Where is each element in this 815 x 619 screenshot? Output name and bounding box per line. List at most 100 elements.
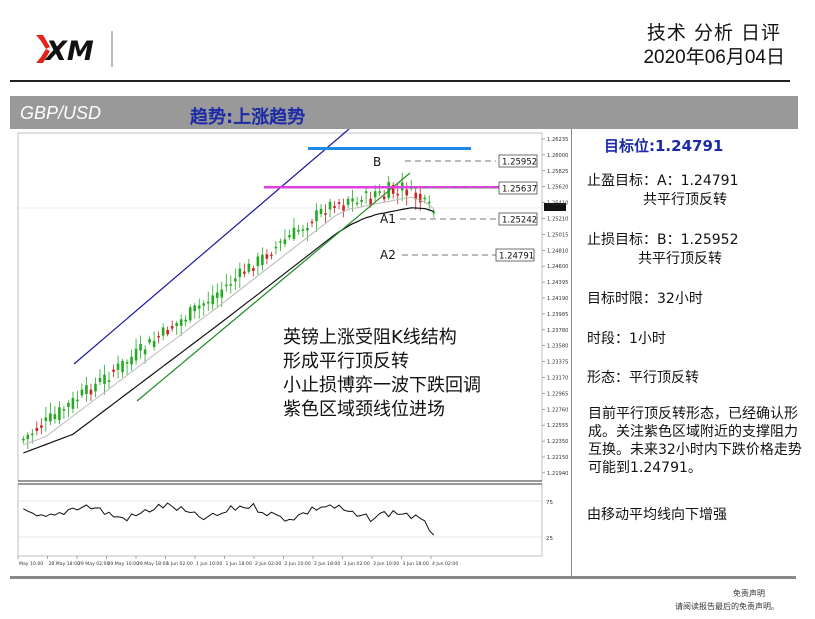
price-tick-label: 1.23780 [547,328,568,334]
candle-body [206,301,210,304]
price-tick-label: 1.23170 [547,376,568,382]
time-tick-label: 1 Jun 10:00 [196,561,222,567]
candle-body [125,362,129,364]
logo-text: XM [44,36,94,67]
price-chart: B A1 A2 1.25952 1.25637 1.25242 1.24791 … [12,128,570,575]
candle-body [152,340,156,348]
candle-body [220,289,224,298]
candle-body [121,360,124,373]
candle-body [360,199,363,202]
neckline-line [264,186,522,189]
time-tick-label: 4 Jun 02:00 [432,561,458,567]
price-tick-label: 1.24190 [547,296,568,302]
candle-body [148,339,151,343]
price-tick-label: 1.25015 [547,232,568,238]
xm-logo: XM [36,31,113,67]
ma-note: 由移动平均线向下增强 [587,507,727,523]
candle-body [346,198,350,205]
svg-text:1.25242: 1.25242 [502,216,537,226]
candle-body [80,389,84,396]
oscillator-line [23,502,435,536]
candle-body [224,284,228,287]
svg-text:1.25952: 1.25952 [502,158,537,168]
header-divider [10,80,790,82]
candle-body [184,319,187,322]
price-tick-label: 1.24810 [547,248,568,254]
price-tick-label: 1.22150 [547,455,568,461]
price-tick-label: 1.26235 [547,137,568,143]
price-tick-label: 1.26000 [547,153,568,159]
price-tick-label: 1.23375 [547,360,568,366]
candle-body [324,213,327,215]
candle-body [270,254,273,257]
disclaimer-text: 请阅读报告最后的免责声明。 [675,602,779,611]
price-tick-label: 1.22760 [547,407,568,413]
time-tick-label: 3 Jun 18:00 [403,561,429,567]
candle-body [418,193,422,203]
chart-canvas: B A1 A2 1.25952 1.25637 1.25242 1.24791 … [17,128,568,567]
price-tick-label: 1.25410 [547,201,568,207]
annotation-b: B [373,155,381,169]
report-date: 2020年06月04日 [643,47,785,68]
commentary-line-4: 紫色区域颈线位进场 [283,399,445,420]
candle-body [170,326,174,329]
candle-body [71,397,75,409]
candle-body [265,254,269,259]
report-title: 技术 分析 日评 [646,22,781,44]
candle-body [297,230,300,232]
candle-body [256,256,260,267]
candle-body [373,191,377,198]
commentary-line-2: 形成平行顶反转 [283,351,409,372]
candle-body [351,198,354,202]
candle-body [238,268,242,278]
candle-body [161,327,165,336]
candle-body [175,323,178,326]
panel-divider [571,129,572,576]
price-tick-label: 1.25825 [547,169,568,175]
oscillator-panel [23,502,435,536]
price-tick-label: 1.25620 [547,185,568,191]
target-level: 目标位:1.24791 [604,137,724,155]
footer-divider [10,576,796,579]
candle-body [211,295,215,305]
candle-body [98,377,102,382]
candle-body [197,305,201,309]
candle-body [405,189,409,196]
time-tick-label: 2 Jun 18:00 [314,561,340,567]
candle-body [369,198,372,206]
candle-body [414,192,418,200]
candle-body [391,185,395,194]
time-tick-label: 2 Jun 02:00 [255,561,281,567]
candle-body [252,268,255,271]
candle-body [94,383,97,392]
stop-loss-note: 共平行顶反转 [638,251,722,267]
candle-body [44,417,48,421]
candle-body [301,229,305,231]
take-profit-note: 共平行顶反转 [643,192,727,208]
candle-body [423,197,427,200]
candle-body [342,205,345,211]
candle-body [364,191,368,194]
price-tick-label: 1.23580 [547,344,568,350]
candle-body [188,307,192,321]
price-tick-label: 1.22965 [547,391,568,397]
channel-line [73,128,350,365]
annotation-a2: A2 [380,248,396,262]
time-tick-label: 29 May 18:00 [137,561,169,567]
candle-body [40,425,43,428]
commentary-line-3: 小止损博弈一波下跌回调 [283,375,481,396]
candle-body [247,263,251,272]
time-tick-label: 1 Jun 02:00 [167,561,193,567]
candle-body [76,399,79,402]
candle-body [22,438,25,441]
candle-body [53,414,57,420]
time-tick-label: 2 Jun 10:00 [285,561,311,567]
ma-fast [23,196,435,446]
price-tick-label: 1.25210 [547,217,568,223]
candle-body [333,206,336,208]
time-tick-label: 3 Jun 02:00 [344,561,370,567]
candle-body [35,427,39,432]
candle-body [315,210,318,222]
candle-body [89,389,93,395]
candle-body [103,374,106,384]
